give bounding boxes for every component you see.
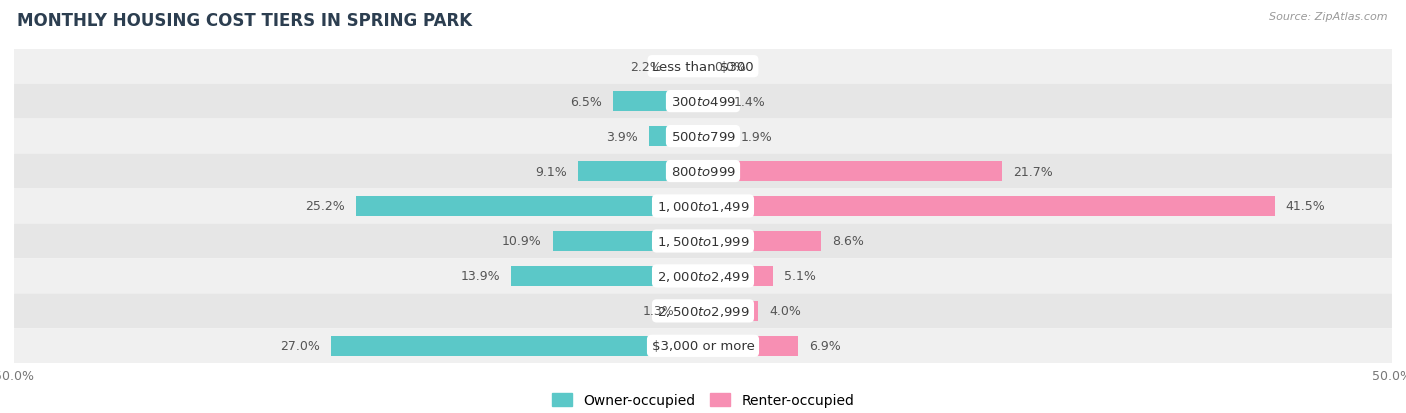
FancyBboxPatch shape (14, 119, 1392, 154)
Text: 10.9%: 10.9% (502, 235, 541, 248)
Text: 9.1%: 9.1% (534, 165, 567, 178)
Text: $2,000 to $2,499: $2,000 to $2,499 (657, 269, 749, 283)
FancyBboxPatch shape (14, 294, 1392, 329)
Bar (685, 301, 703, 321)
Bar (672, 57, 703, 77)
Text: $500 to $799: $500 to $799 (671, 130, 735, 143)
FancyBboxPatch shape (14, 329, 1392, 363)
Text: 6.9%: 6.9% (808, 339, 841, 352)
Bar (703, 336, 799, 356)
Text: 4.0%: 4.0% (769, 305, 801, 318)
Text: 1.9%: 1.9% (740, 130, 772, 143)
Text: 0.0%: 0.0% (714, 61, 747, 74)
Text: 1.3%: 1.3% (643, 305, 673, 318)
FancyBboxPatch shape (14, 154, 1392, 189)
Text: 1.4%: 1.4% (734, 95, 765, 108)
Bar (650, 127, 703, 147)
Text: 8.6%: 8.6% (832, 235, 865, 248)
Text: 27.0%: 27.0% (280, 339, 321, 352)
FancyBboxPatch shape (14, 224, 1392, 259)
Bar (613, 92, 703, 112)
Bar (703, 161, 1002, 182)
Text: 21.7%: 21.7% (1012, 165, 1053, 178)
Bar (703, 127, 730, 147)
Bar (703, 266, 773, 286)
Text: $1,000 to $1,499: $1,000 to $1,499 (657, 199, 749, 214)
Bar (703, 92, 723, 112)
Bar (578, 161, 703, 182)
Text: $1,500 to $1,999: $1,500 to $1,999 (657, 235, 749, 248)
Text: Source: ZipAtlas.com: Source: ZipAtlas.com (1270, 12, 1388, 22)
Text: 3.9%: 3.9% (606, 130, 638, 143)
Bar (703, 231, 821, 252)
Text: Less than $300: Less than $300 (652, 61, 754, 74)
Text: 2.2%: 2.2% (630, 61, 662, 74)
FancyBboxPatch shape (14, 50, 1392, 84)
Text: $800 to $999: $800 to $999 (671, 165, 735, 178)
Text: 25.2%: 25.2% (305, 200, 344, 213)
Bar (553, 231, 703, 252)
Text: 6.5%: 6.5% (571, 95, 602, 108)
Bar (356, 197, 703, 216)
FancyBboxPatch shape (14, 189, 1392, 224)
Text: $3,000 or more: $3,000 or more (651, 339, 755, 352)
Bar (330, 336, 703, 356)
Text: 41.5%: 41.5% (1286, 200, 1326, 213)
FancyBboxPatch shape (14, 259, 1392, 294)
Text: $2,500 to $2,999: $2,500 to $2,999 (657, 304, 749, 318)
Legend: Owner-occupied, Renter-occupied: Owner-occupied, Renter-occupied (546, 388, 860, 413)
Text: 13.9%: 13.9% (461, 270, 501, 283)
Bar (512, 266, 703, 286)
Bar (703, 301, 758, 321)
Bar (703, 197, 1275, 216)
Text: MONTHLY HOUSING COST TIERS IN SPRING PARK: MONTHLY HOUSING COST TIERS IN SPRING PAR… (17, 12, 472, 30)
FancyBboxPatch shape (14, 84, 1392, 119)
Text: $300 to $499: $300 to $499 (671, 95, 735, 108)
Text: 5.1%: 5.1% (785, 270, 815, 283)
